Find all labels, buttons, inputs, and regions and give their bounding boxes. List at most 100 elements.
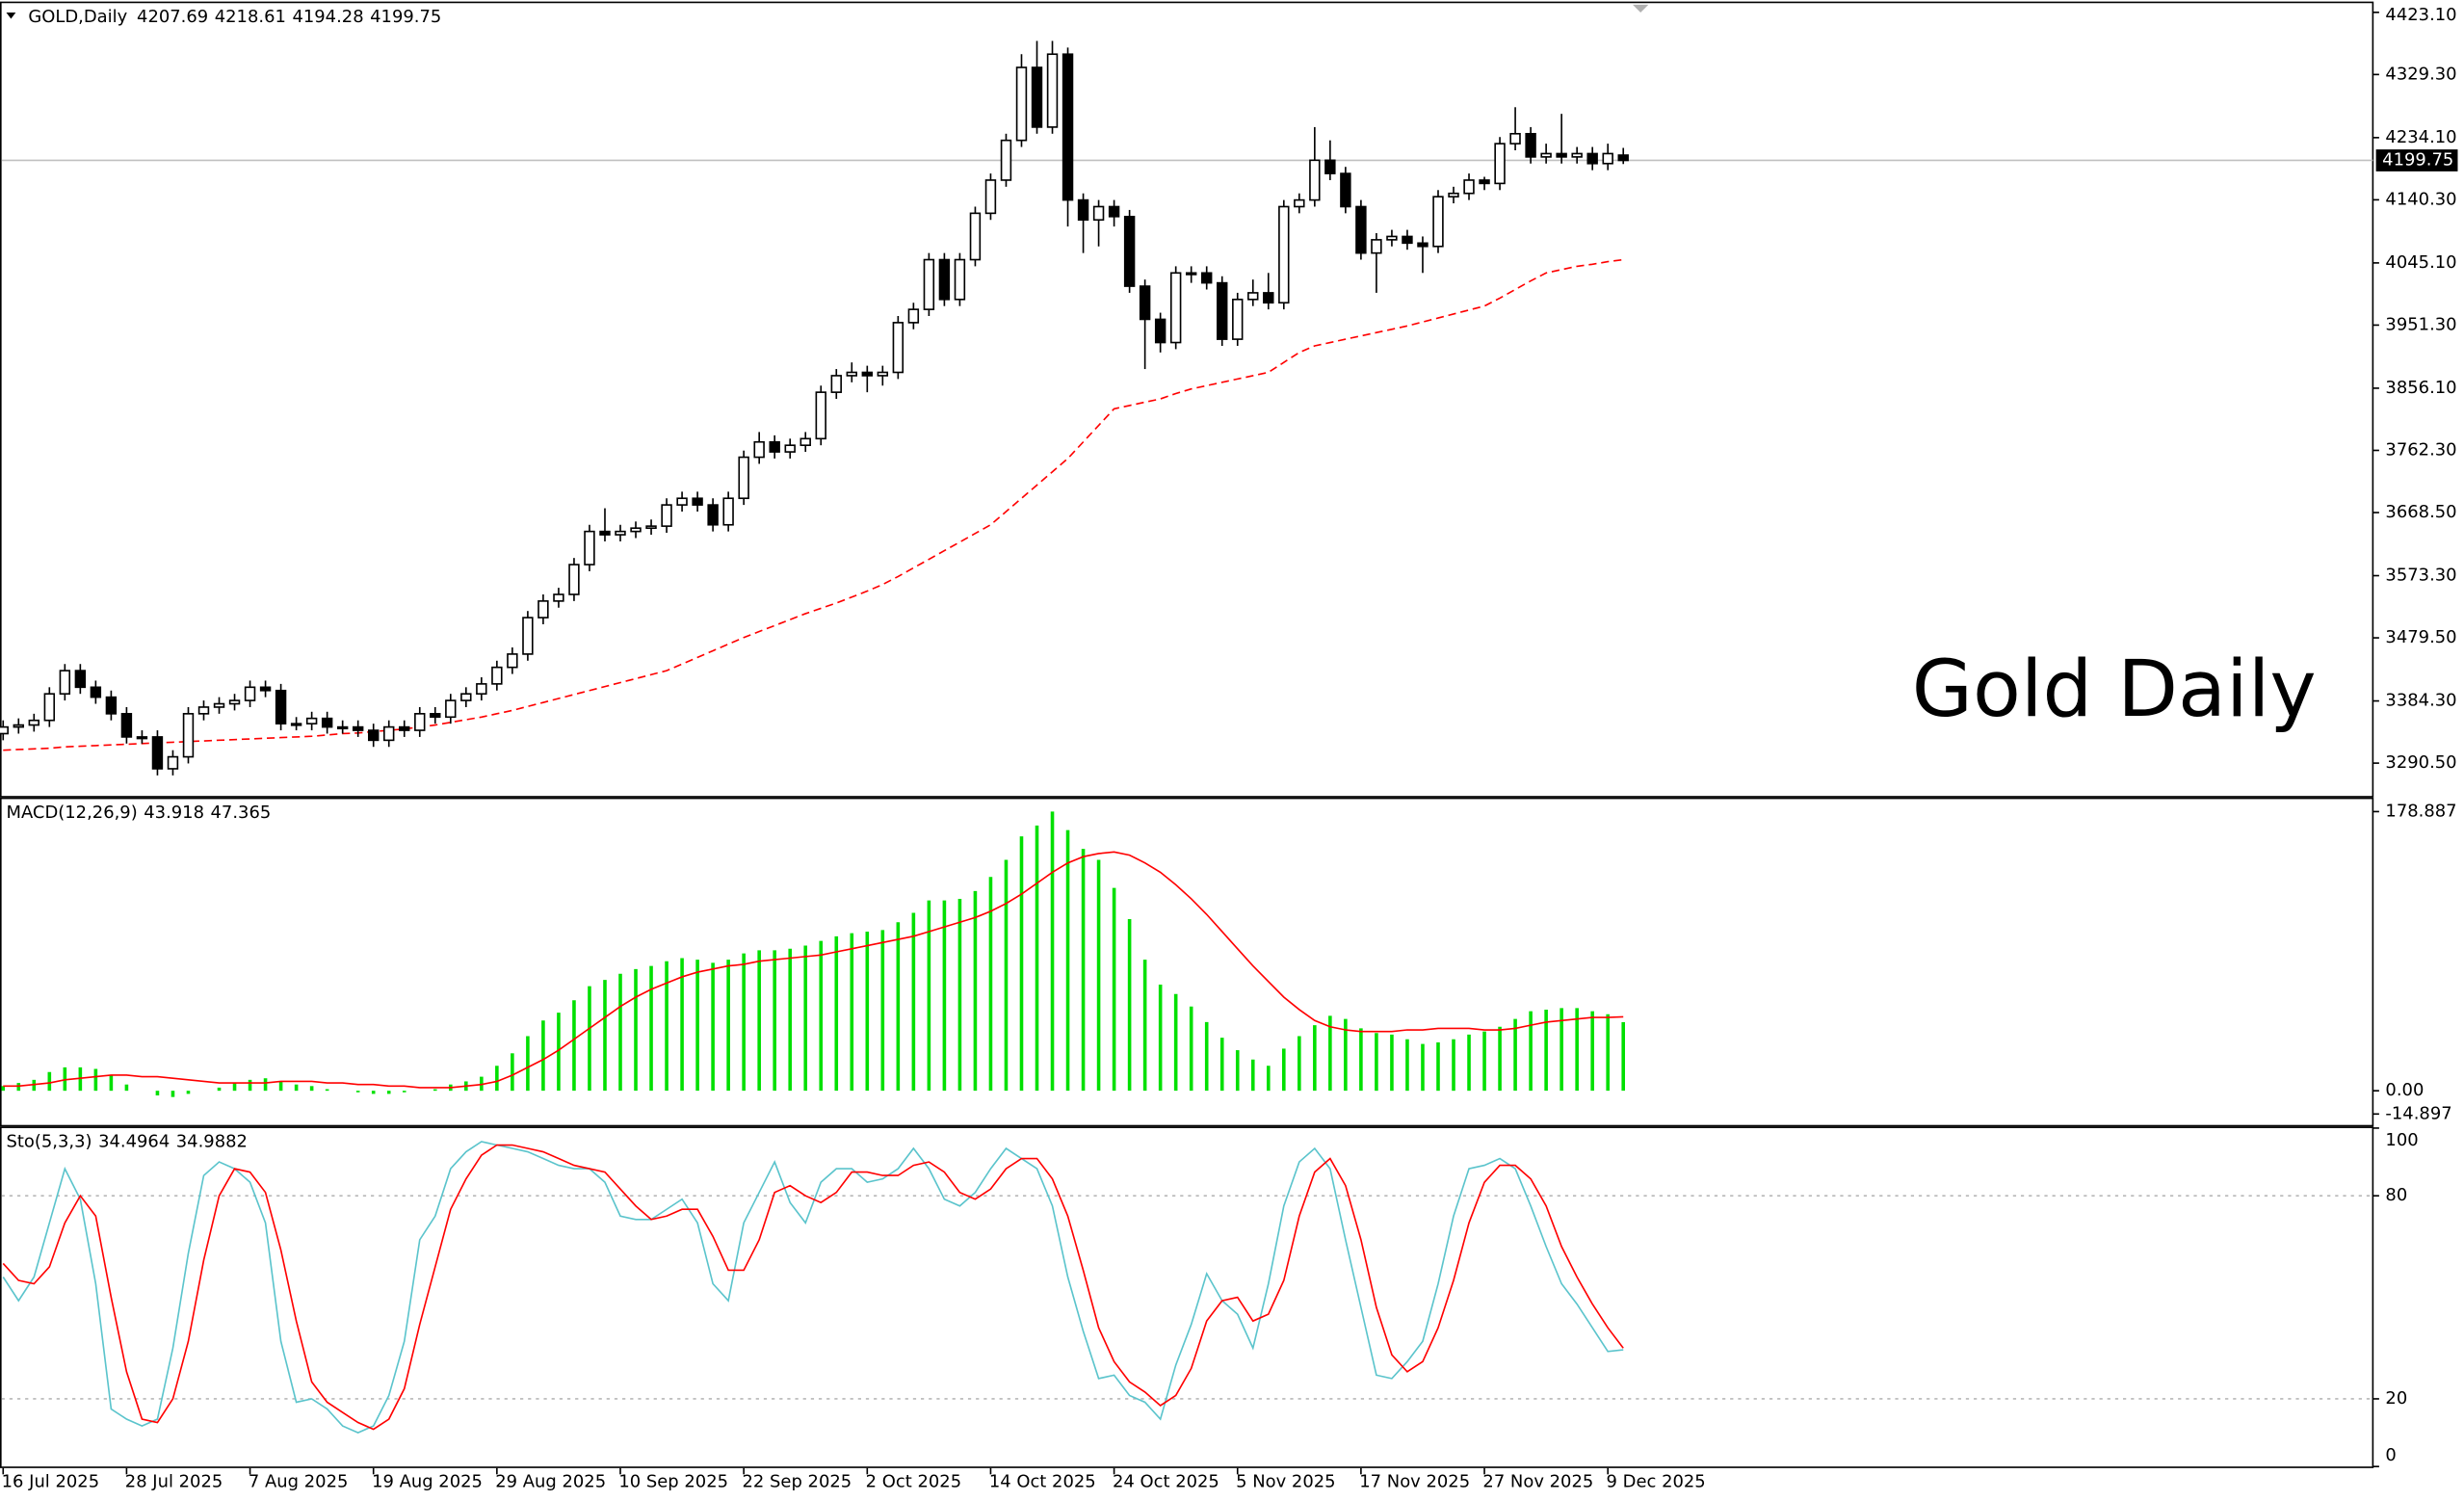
y-tick-label: 3479.50 bbox=[2385, 627, 2456, 647]
candle-body bbox=[336, 725, 349, 730]
main-last: 34.4964 bbox=[98, 1132, 170, 1152]
y-tick-label: 4329.30 bbox=[2385, 64, 2456, 84]
indicator-name: Sto(5,3,3) bbox=[7, 1132, 92, 1152]
candle-body bbox=[383, 725, 395, 742]
candle-body bbox=[0, 725, 9, 735]
candle-body bbox=[414, 713, 426, 731]
candle-body bbox=[1586, 152, 1598, 165]
x-tick-label: 22 Sep 2025 bbox=[743, 1472, 852, 1492]
indicator-name: MACD(12,26,9) bbox=[7, 803, 138, 823]
candle-body bbox=[182, 713, 195, 758]
candle-body bbox=[954, 258, 966, 301]
stochastic-signal-line bbox=[2, 1144, 1624, 1431]
y-tick-label: 4140.30 bbox=[2385, 189, 2456, 209]
candle-body bbox=[1247, 292, 1259, 301]
candle-body bbox=[1232, 298, 1244, 340]
price-panel-frame bbox=[0, 1, 2374, 798]
candle-body bbox=[90, 686, 102, 698]
candle-body bbox=[1154, 318, 1166, 344]
candle-body bbox=[197, 706, 210, 715]
candle-body bbox=[1556, 152, 1567, 158]
y-tick-label: 3951.30 bbox=[2385, 314, 2456, 334]
x-tick-label: 17 Nov 2025 bbox=[1359, 1472, 1470, 1492]
candle-body bbox=[1386, 235, 1398, 241]
macd-last: 43.918 bbox=[144, 803, 204, 823]
candle-body bbox=[753, 440, 765, 459]
macd-panel-frame bbox=[0, 797, 2374, 1127]
y-tick-label: 80 bbox=[2385, 1185, 2407, 1205]
candle-body bbox=[1092, 205, 1105, 222]
candle-body bbox=[1278, 205, 1290, 304]
x-tick-label: 27 Nov 2025 bbox=[1482, 1472, 1593, 1492]
last-high: 4218.61 bbox=[215, 7, 286, 27]
y-tick-label: 3290.50 bbox=[2385, 752, 2456, 773]
candle-body bbox=[1015, 66, 1028, 142]
macd-signal-line bbox=[3, 851, 1624, 1089]
candle-body bbox=[1077, 198, 1089, 222]
candle-body bbox=[522, 617, 534, 655]
current-price-box bbox=[2375, 149, 2458, 171]
candle-body bbox=[1217, 281, 1228, 340]
candle-body bbox=[707, 504, 719, 526]
candle-body bbox=[1448, 192, 1459, 198]
candle-body bbox=[1031, 66, 1043, 128]
candle-body bbox=[1062, 53, 1074, 201]
candle-body bbox=[399, 725, 410, 731]
candle-body bbox=[584, 530, 595, 566]
candle-body bbox=[367, 729, 380, 742]
y-tick-label: 20 bbox=[2385, 1388, 2407, 1409]
candle-body bbox=[738, 456, 749, 500]
candle-body bbox=[476, 683, 487, 696]
candle-body bbox=[907, 308, 920, 324]
candle-body bbox=[645, 525, 657, 530]
y-tick-label: 3573.30 bbox=[2385, 566, 2456, 586]
x-tick-label: 9 Dec 2025 bbox=[1607, 1472, 1706, 1492]
last-close: 4199.75 bbox=[370, 7, 441, 27]
x-tick-label: 24 Oct 2025 bbox=[1113, 1472, 1219, 1492]
candle-body bbox=[1402, 235, 1413, 245]
candle-body bbox=[507, 653, 518, 669]
x-tick-label: 29 Aug 2025 bbox=[495, 1472, 606, 1492]
watermark: Gold Daily bbox=[1912, 644, 2317, 735]
candle-body bbox=[1046, 53, 1059, 128]
candle-body bbox=[120, 713, 133, 738]
x-tick-label: 14 Oct 2025 bbox=[989, 1472, 1096, 1492]
candle-body bbox=[213, 702, 225, 708]
candle-body bbox=[1309, 159, 1321, 201]
candle-body bbox=[846, 371, 857, 377]
candle-body bbox=[568, 564, 580, 595]
menu-triangle[interactable] bbox=[6, 13, 16, 19]
y-tick-label: 4234.10 bbox=[2385, 127, 2456, 147]
last-open: 4207.69 bbox=[137, 7, 208, 27]
candle-body bbox=[938, 258, 951, 301]
candle-body bbox=[1479, 179, 1490, 185]
candle-body bbox=[1201, 272, 1213, 284]
signal-last: 47.365 bbox=[211, 803, 272, 823]
candle-body bbox=[661, 504, 672, 527]
last-low: 4194.28 bbox=[292, 7, 363, 27]
moving-average bbox=[3, 258, 1624, 751]
candle-body bbox=[491, 666, 503, 685]
candle-body bbox=[630, 527, 642, 533]
y-tick-label: -14.897 bbox=[2385, 1103, 2451, 1123]
candle-body bbox=[1602, 152, 1613, 165]
candle-body bbox=[923, 258, 935, 310]
candle-body bbox=[969, 212, 982, 261]
candle-body bbox=[1355, 205, 1367, 254]
stochastic-header: Sto(5,3,3) 34.4964 34.9882 bbox=[7, 1132, 248, 1152]
candle-body bbox=[1432, 196, 1444, 248]
candle-body bbox=[537, 600, 549, 619]
candle-body bbox=[275, 689, 287, 724]
y-tick-label: 3762.30 bbox=[2385, 439, 2456, 460]
candle-body bbox=[1509, 132, 1521, 145]
candle-body bbox=[1340, 172, 1351, 208]
candle-body bbox=[1463, 179, 1475, 195]
macd-header: MACD(12,26,9) 43.918 47.365 bbox=[7, 803, 272, 823]
candle-body bbox=[1617, 154, 1629, 162]
y-tick-label: 3668.50 bbox=[2385, 502, 2456, 522]
x-tick-label: 7 Aug 2025 bbox=[249, 1472, 348, 1492]
signal-last: 34.9882 bbox=[176, 1132, 248, 1152]
